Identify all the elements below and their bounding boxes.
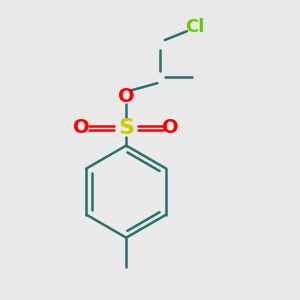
Text: O: O	[73, 118, 90, 137]
Text: O: O	[163, 118, 179, 137]
Text: S: S	[118, 118, 134, 138]
Text: Cl: Cl	[185, 18, 204, 36]
Text: O: O	[118, 87, 134, 106]
